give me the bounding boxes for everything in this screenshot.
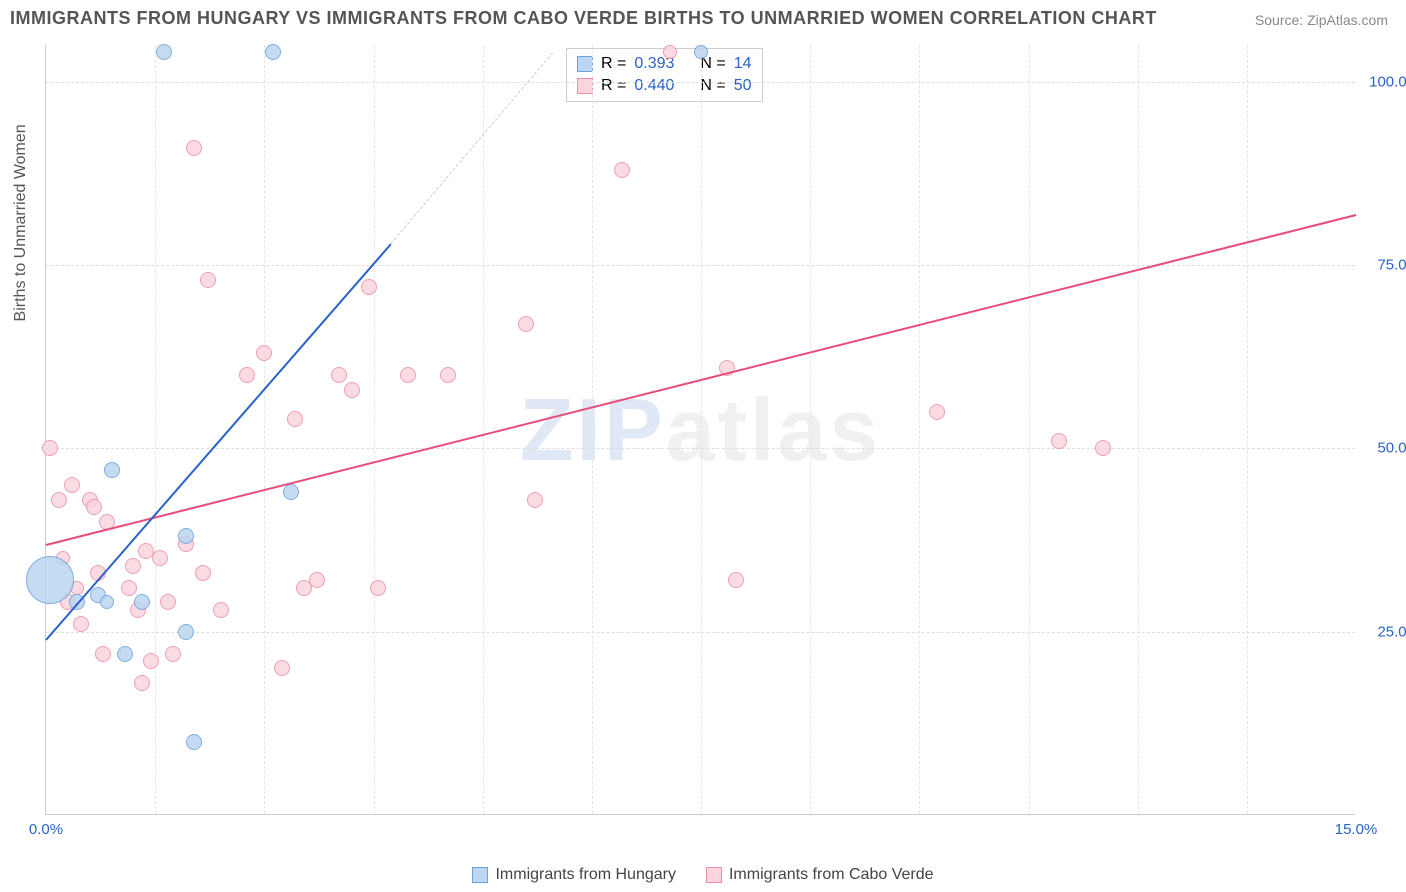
scatter-point (361, 279, 377, 295)
scatter-point (73, 616, 89, 632)
swatch-blue-icon (472, 867, 488, 883)
scatter-point (152, 550, 168, 566)
scatter-point (95, 646, 111, 662)
scatter-point (117, 646, 133, 662)
scatter-point (121, 580, 137, 596)
scatter-point (160, 594, 176, 610)
scatter-point (51, 492, 67, 508)
y-tick-label: 50.0% (1360, 440, 1406, 457)
scatter-point (1051, 433, 1067, 449)
scatter-point (143, 653, 159, 669)
legend-label-a: Immigrants from Hungary (495, 866, 676, 884)
scatter-point (42, 440, 58, 456)
x-tick-label: 0.0% (29, 821, 63, 838)
gridline-v (592, 45, 593, 814)
series-legend: Immigrants from Hungary Immigrants from … (0, 866, 1406, 884)
scatter-point (614, 162, 630, 178)
plot-area: ZIPatlas R = 0.393 N = 14 R = 0.440 N = … (45, 45, 1355, 815)
scatter-point (518, 316, 534, 332)
scatter-point (156, 44, 172, 60)
gridline-v (155, 45, 156, 814)
scatter-point (213, 602, 229, 618)
scatter-point (186, 734, 202, 750)
scatter-point (100, 595, 114, 609)
scatter-point (440, 367, 456, 383)
source-label: Source: ZipAtlas.com (1255, 12, 1388, 28)
scatter-point (265, 44, 281, 60)
scatter-point (165, 646, 181, 662)
swatch-pink-icon (706, 867, 722, 883)
gridline-v (919, 45, 920, 814)
legend-item-a: Immigrants from Hungary (472, 866, 676, 884)
scatter-point (178, 624, 194, 640)
scatter-point (274, 660, 290, 676)
n-label-b: N = (700, 77, 725, 95)
scatter-point (309, 572, 325, 588)
n-value-b: 50 (734, 77, 752, 95)
legend-row-b: R = 0.440 N = 50 (577, 75, 752, 97)
scatter-point (239, 367, 255, 383)
scatter-point (527, 492, 543, 508)
scatter-point (125, 558, 141, 574)
r-label-b: R = (601, 77, 626, 95)
chart-title: IMMIGRANTS FROM HUNGARY VS IMMIGRANTS FR… (10, 8, 1157, 29)
scatter-point (200, 272, 216, 288)
r-value-b: 0.440 (634, 77, 674, 95)
gridline-v (810, 45, 811, 814)
scatter-point (86, 499, 102, 515)
scatter-point (186, 140, 202, 156)
scatter-point (134, 594, 150, 610)
scatter-point (64, 477, 80, 493)
y-tick-label: 75.0% (1360, 257, 1406, 274)
trend-line (45, 243, 391, 640)
scatter-point (728, 572, 744, 588)
scatter-point (287, 411, 303, 427)
scatter-point (929, 404, 945, 420)
n-value-a: 14 (734, 55, 752, 73)
scatter-point (1095, 440, 1111, 456)
swatch-blue (577, 56, 593, 72)
scatter-point (178, 528, 194, 544)
r-label-a: R = (601, 55, 626, 73)
scatter-point (331, 367, 347, 383)
legend-label-b: Immigrants from Cabo Verde (729, 866, 934, 884)
scatter-point (104, 462, 120, 478)
scatter-point (256, 345, 272, 361)
gridline-v (374, 45, 375, 814)
gridline-v (701, 45, 702, 814)
watermark-atlas: atlas (666, 380, 882, 479)
swatch-pink (577, 78, 593, 94)
gridline-v (483, 45, 484, 814)
gridline-v (1029, 45, 1030, 814)
x-tick-label: 15.0% (1335, 821, 1378, 838)
scatter-point (400, 367, 416, 383)
scatter-point (344, 382, 360, 398)
y-axis-label: Births to Unmarried Women (12, 124, 30, 321)
gridline-v (1247, 45, 1248, 814)
gridline-v (264, 45, 265, 814)
gridline-v (1138, 45, 1139, 814)
y-tick-label: 25.0% (1360, 623, 1406, 640)
scatter-point (195, 565, 211, 581)
legend-item-b: Immigrants from Cabo Verde (706, 866, 934, 884)
y-tick-label: 100.0% (1360, 73, 1406, 90)
scatter-point (283, 484, 299, 500)
scatter-point (370, 580, 386, 596)
scatter-point (134, 675, 150, 691)
